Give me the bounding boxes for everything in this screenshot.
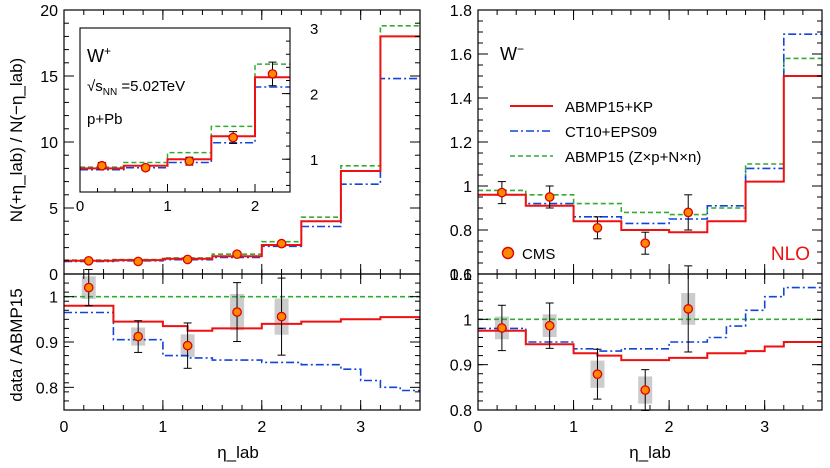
inset-label-w: W+ xyxy=(87,44,111,66)
cms-point xyxy=(683,304,694,314)
legend-entry-ct10: CT10+EPS09 xyxy=(565,124,657,141)
y-axis-label-left-top: N(+η_lab) / N(−η_lab) xyxy=(7,58,26,222)
y-tick-label: 20 xyxy=(40,3,58,20)
plot-frame xyxy=(477,9,823,275)
cms-point xyxy=(683,207,694,218)
x-tick-label: 3 xyxy=(760,419,769,436)
inset-y-tick-label: 2 xyxy=(310,87,318,104)
y-tick-label: 1 xyxy=(463,312,472,329)
cms-point xyxy=(83,282,94,293)
legend-entry-abmp15kp: ABMP15+KP xyxy=(565,99,653,116)
x-tick-label: 2 xyxy=(665,419,674,436)
y-tick-label: 1.4 xyxy=(450,91,472,108)
inset-y-tick-label: 1 xyxy=(310,152,318,169)
y-tick-label: 0.6 xyxy=(450,267,472,284)
inset-x-tick-label: 1 xyxy=(163,198,171,215)
inset-label-energy: √sNN =5.02TeV xyxy=(87,78,185,98)
y-tick-label: 0 xyxy=(49,267,58,284)
y-tick-label: 5 xyxy=(49,201,58,218)
y-tick-label: 1 xyxy=(49,290,58,307)
y-tick-label: 1.6 xyxy=(450,47,472,64)
y-tick-label: 1.1 xyxy=(450,267,472,284)
cms-point xyxy=(232,307,242,317)
x-tick-label: 2 xyxy=(257,419,266,436)
cms-point xyxy=(276,238,287,249)
cms-point xyxy=(182,340,193,351)
cms-point xyxy=(640,385,651,395)
y-tick-label: 0.8 xyxy=(450,403,472,420)
y-tick-label: 10 xyxy=(40,135,58,152)
legend-cms-marker xyxy=(501,246,515,260)
series-line xyxy=(64,311,420,392)
y-tick-label: 0.9 xyxy=(36,335,58,352)
inset-cms-point xyxy=(184,156,195,167)
x-tick-label: 1 xyxy=(569,419,578,436)
cms-point xyxy=(544,192,555,202)
inset-cms-point xyxy=(228,132,238,143)
cms-point xyxy=(544,320,555,331)
y-tick-label: 0.9 xyxy=(450,358,472,375)
x-tick-label: 0 xyxy=(60,419,69,436)
cms-point xyxy=(497,187,507,198)
y-tick-label: 0.8 xyxy=(36,380,58,397)
cms-point xyxy=(592,222,603,233)
series-line xyxy=(478,286,822,352)
inset-y-tick-label: 3 xyxy=(310,21,318,38)
y-tick-label: 1 xyxy=(463,179,472,196)
inset-cms-point xyxy=(140,162,151,173)
x-axis-label-left: η_lab xyxy=(217,443,259,462)
x-tick-label: 1 xyxy=(158,419,167,436)
legend-entry-cms: CMS xyxy=(522,246,555,263)
inset-x-tick-label: 2 xyxy=(251,198,259,215)
y-axis-label-left-bottom: data / ABMP15 xyxy=(7,288,26,401)
x-axis-label-right: η_lab xyxy=(629,443,671,462)
cms-point xyxy=(232,249,242,260)
inset-series-line xyxy=(80,63,290,168)
y-tick-label: 1.2 xyxy=(450,135,472,152)
cms-point xyxy=(133,331,144,342)
panel-label-w-minus: W− xyxy=(500,42,524,64)
cms-point xyxy=(83,255,94,266)
y-tick-label: 1.8 xyxy=(450,3,472,20)
inset-x-tick-label: 0 xyxy=(76,198,84,215)
series-line xyxy=(478,329,822,362)
y-tick-label: 0.8 xyxy=(450,223,472,240)
cms-point xyxy=(640,238,651,249)
inset-cms-point xyxy=(267,69,278,79)
legend-entry-abmp15: ABMP15 (Z×p+N×n) xyxy=(565,149,701,166)
cms-point xyxy=(276,311,287,322)
x-tick-label: 0 xyxy=(474,419,483,436)
cms-point xyxy=(592,369,603,380)
cms-point xyxy=(133,256,144,267)
panel-label-nlo: NLO xyxy=(771,244,810,265)
inset-cms-point xyxy=(97,160,107,171)
series-line xyxy=(64,77,420,263)
cms-point xyxy=(182,254,193,265)
cms-point xyxy=(497,323,507,333)
y-tick-label: 15 xyxy=(40,69,58,86)
inset-label-system: p+Pb xyxy=(87,111,122,128)
x-tick-label: 3 xyxy=(356,419,365,436)
